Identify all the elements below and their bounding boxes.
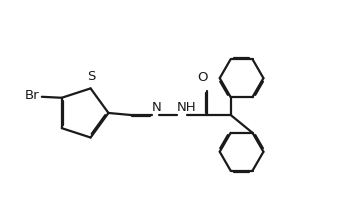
- Text: O: O: [197, 71, 208, 84]
- Text: NH: NH: [177, 101, 197, 114]
- Text: S: S: [87, 71, 96, 83]
- Text: N: N: [152, 101, 162, 114]
- Text: Br: Br: [25, 89, 40, 102]
